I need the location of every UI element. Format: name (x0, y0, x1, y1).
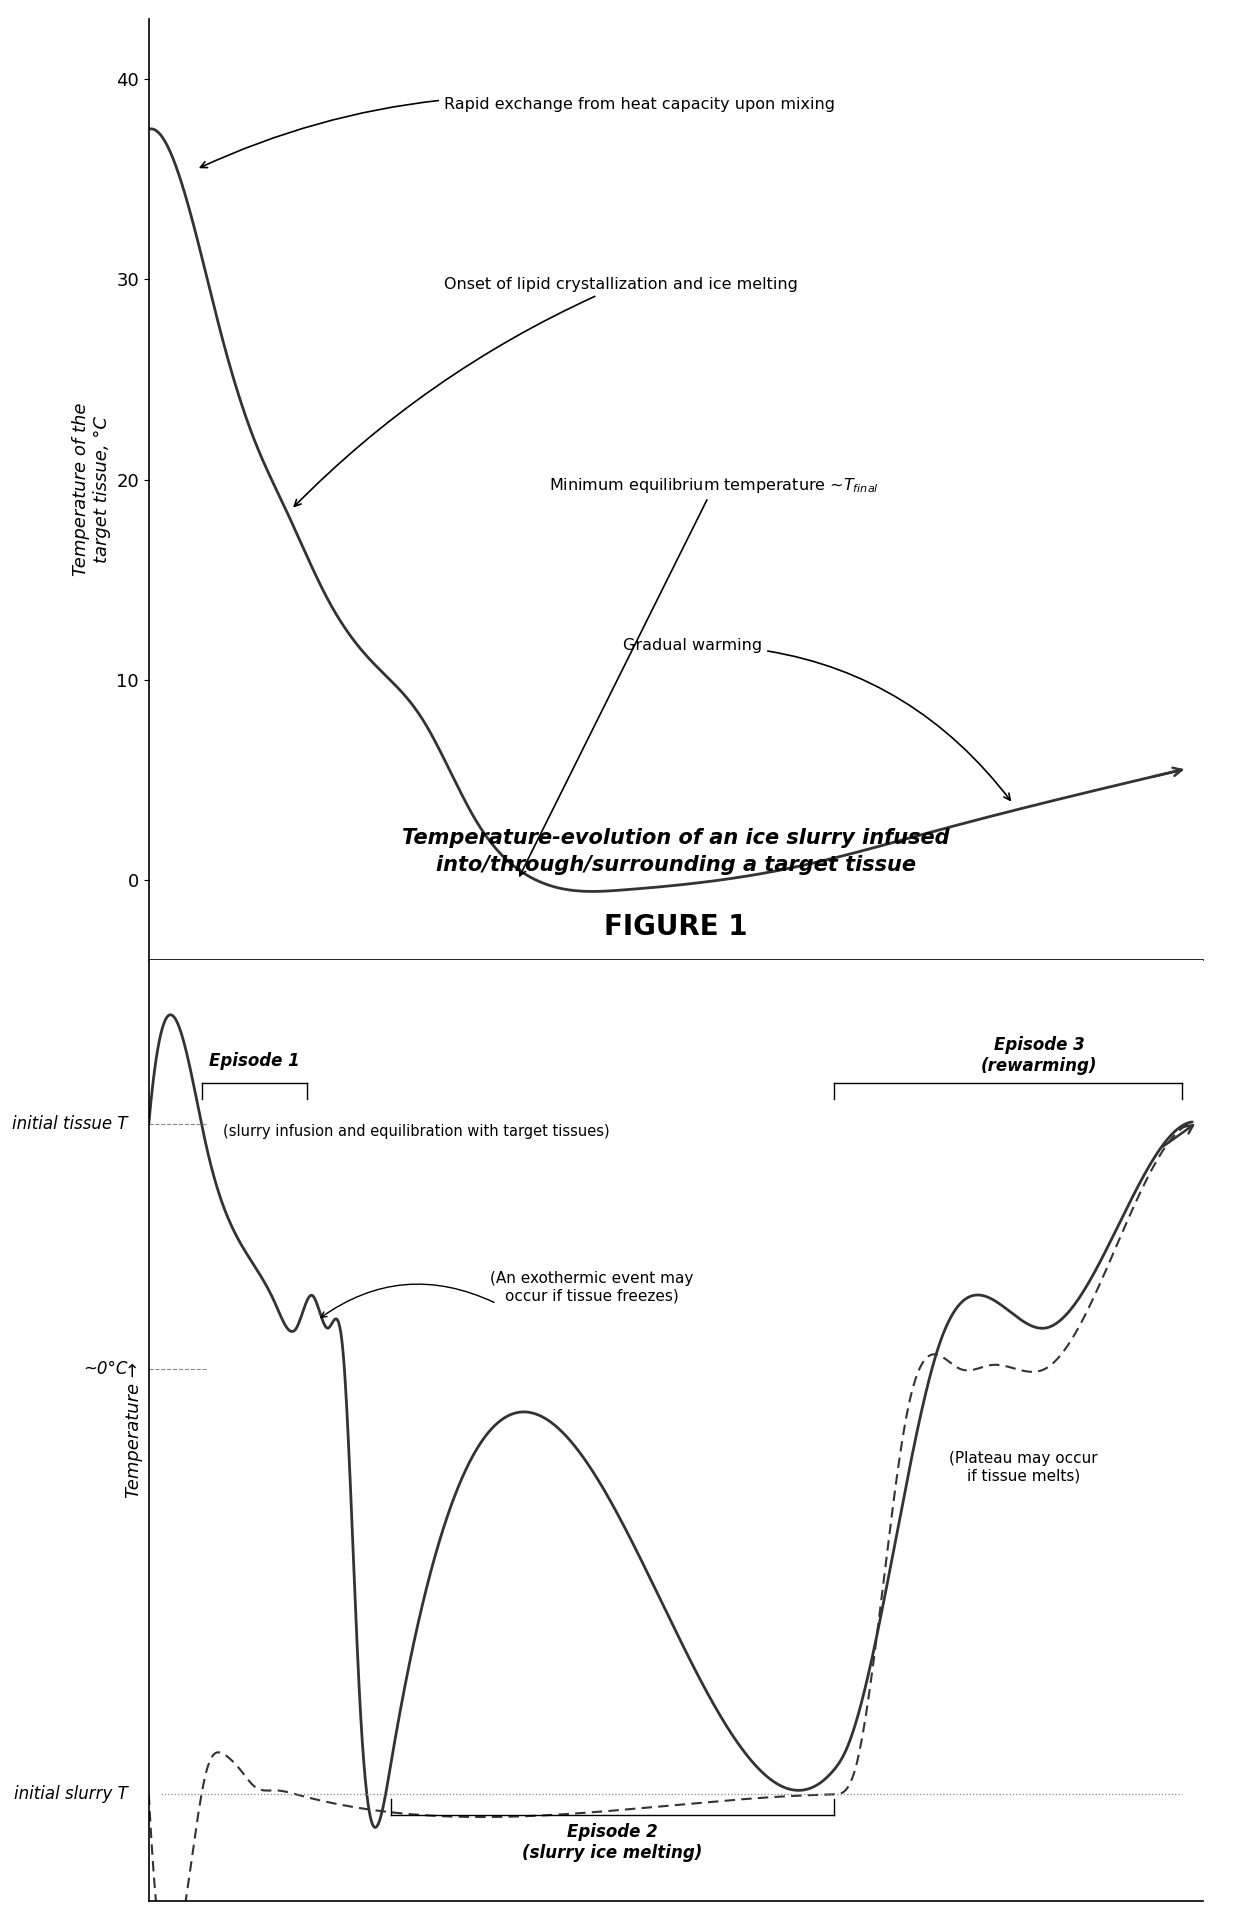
Text: FIGURE 1: FIGURE 1 (604, 914, 748, 941)
Text: Time →: Time → (590, 1029, 656, 1048)
Text: Onset of lipid crystallization and ice melting: Onset of lipid crystallization and ice m… (294, 276, 797, 507)
Text: Episode 1: Episode 1 (208, 1052, 300, 1071)
Y-axis label: Temperature of the
target tissue, °C: Temperature of the target tissue, °C (72, 403, 110, 576)
Text: Rapid exchange from heat capacity upon mixing: Rapid exchange from heat capacity upon m… (201, 98, 835, 167)
Text: Temperature-evolution of an ice slurry infused
into/through/surrounding a target: Temperature-evolution of an ice slurry i… (402, 828, 950, 876)
Text: initial slurry T: initial slurry T (14, 1786, 128, 1803)
Text: ~0°C: ~0°C (83, 1359, 128, 1379)
Text: Minimum equilibrium temperature ~$T_{final}$: Minimum equilibrium temperature ~$T_{fin… (520, 476, 879, 876)
Text: Gradual warming: Gradual warming (624, 637, 1011, 801)
Text: initial tissue T: initial tissue T (12, 1116, 128, 1133)
Text: Episode 2
(slurry ice melting): Episode 2 (slurry ice melting) (522, 1824, 703, 1862)
Text: (slurry infusion and equilibration with target tissues): (slurry infusion and equilibration with … (223, 1123, 609, 1139)
Text: (An exothermic event may
occur if tissue freezes): (An exothermic event may occur if tissue… (490, 1271, 693, 1304)
Y-axis label: Temperature →: Temperature → (125, 1363, 144, 1498)
Text: (Plateau may occur
if tissue melts): (Plateau may occur if tissue melts) (950, 1452, 1097, 1484)
Text: Episode 3
(rewarming): Episode 3 (rewarming) (981, 1035, 1097, 1075)
